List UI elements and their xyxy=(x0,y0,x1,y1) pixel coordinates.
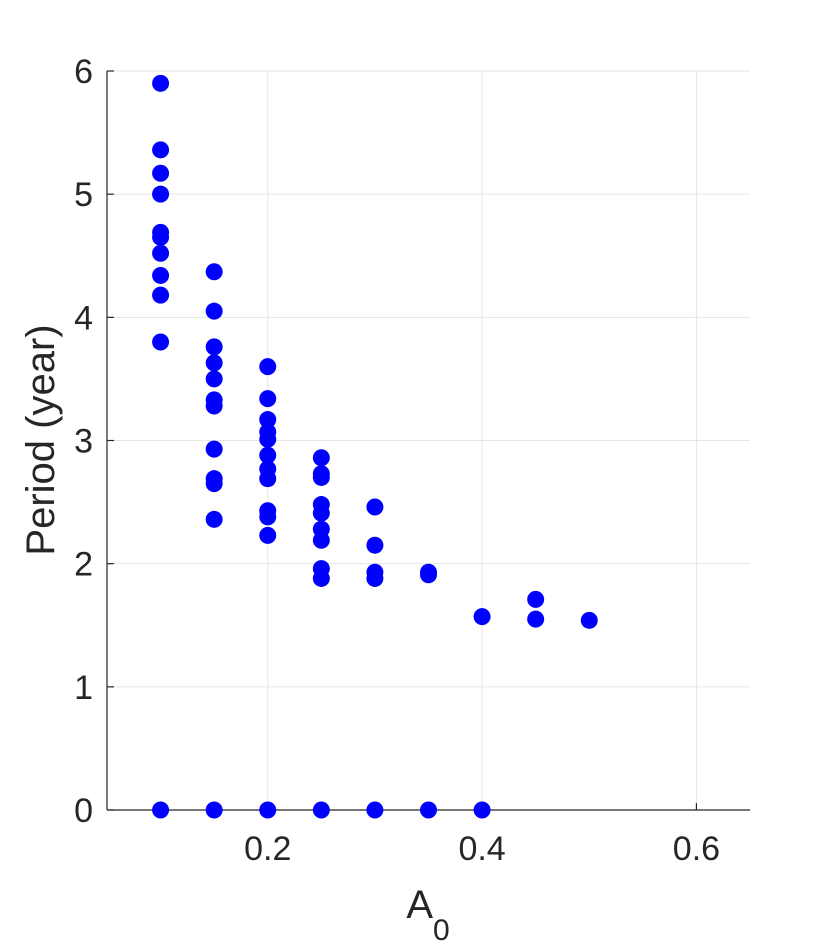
data-point xyxy=(152,333,170,351)
data-point xyxy=(205,510,223,528)
data-point xyxy=(205,263,223,281)
data-point xyxy=(473,608,491,626)
data-point xyxy=(312,569,330,587)
data-point xyxy=(205,801,223,819)
data-point xyxy=(259,470,277,488)
y-tick-label: 4 xyxy=(74,299,93,337)
data-point xyxy=(205,354,223,372)
y-tick-labels: 0 1 2 3 4 5 6 xyxy=(74,53,93,830)
data-point xyxy=(259,508,277,526)
data-point xyxy=(312,801,330,819)
data-point xyxy=(152,228,170,246)
x-tick-label: 0.4 xyxy=(458,830,505,868)
data-point xyxy=(473,801,491,819)
x-tick-labels: 0.2 0.4 0.6 xyxy=(244,830,720,868)
x-tick-label: 0.6 xyxy=(673,830,720,868)
data-point xyxy=(205,475,223,493)
data-point xyxy=(259,358,277,376)
data-point xyxy=(205,397,223,415)
data-point xyxy=(152,286,170,304)
data-points xyxy=(152,74,598,819)
data-point xyxy=(152,74,170,92)
data-point xyxy=(366,569,384,587)
data-point xyxy=(259,430,277,448)
x-axis-label-subscript: 0 xyxy=(433,914,450,947)
data-point xyxy=(152,244,170,262)
y-axis-label: Period (year) xyxy=(19,324,63,555)
data-point xyxy=(312,504,330,522)
grid xyxy=(107,70,750,810)
data-point xyxy=(366,536,384,554)
data-point xyxy=(420,566,437,584)
data-point xyxy=(259,801,277,819)
y-tick-label: 6 xyxy=(74,53,93,91)
data-point xyxy=(312,468,330,486)
data-point xyxy=(366,498,384,516)
data-point xyxy=(259,526,277,544)
x-axis-label-main: A xyxy=(406,883,433,927)
data-point xyxy=(259,411,277,429)
data-point xyxy=(312,449,330,467)
y-tick-label: 5 xyxy=(74,176,93,214)
y-tick-label: 1 xyxy=(74,669,93,707)
data-point xyxy=(152,141,170,159)
data-point xyxy=(205,370,223,388)
data-point xyxy=(152,164,170,182)
y-tick-label: 0 xyxy=(74,792,93,830)
data-point xyxy=(259,446,277,464)
data-point xyxy=(312,531,330,549)
x-tick-label: 0.2 xyxy=(244,830,291,868)
data-point xyxy=(152,185,170,203)
data-point xyxy=(527,590,545,608)
y-tick-label: 2 xyxy=(74,546,93,584)
data-point xyxy=(420,801,437,819)
data-point xyxy=(366,801,384,819)
data-point xyxy=(259,390,277,408)
data-point xyxy=(205,440,223,458)
y-tick-label: 3 xyxy=(74,423,93,461)
data-point xyxy=(580,611,598,629)
data-point xyxy=(205,302,223,320)
data-point xyxy=(152,801,170,819)
data-point xyxy=(527,610,545,628)
x-axis-label: A0 xyxy=(406,883,449,947)
data-point xyxy=(205,338,223,356)
data-point xyxy=(152,266,170,284)
